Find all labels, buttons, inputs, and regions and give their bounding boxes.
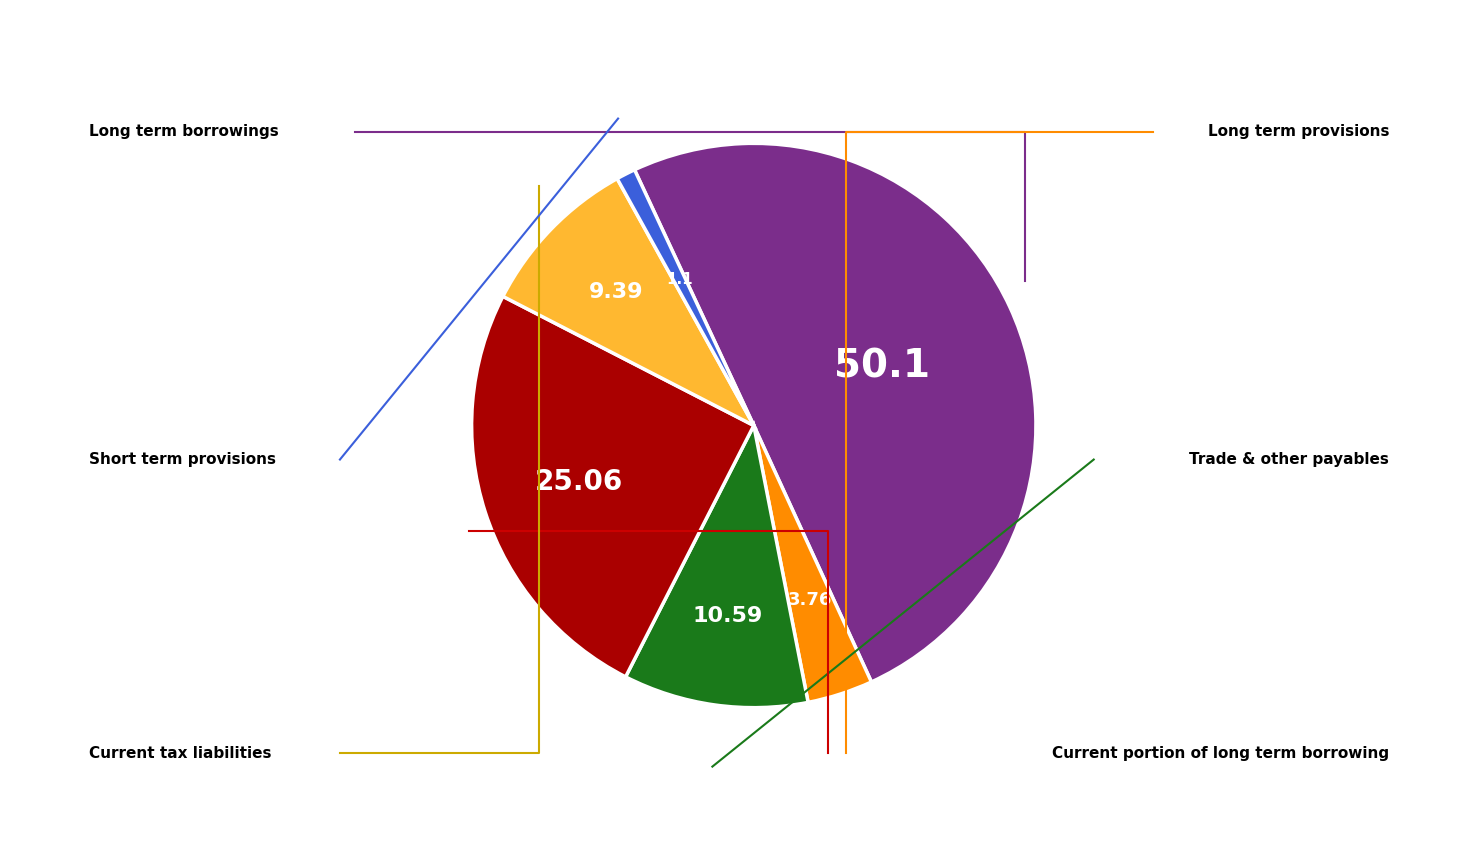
Wedge shape xyxy=(634,143,1036,682)
Text: 25.06: 25.06 xyxy=(535,468,624,496)
Text: 1.1: 1.1 xyxy=(667,272,693,287)
Text: Current tax liabilities: Current tax liabilities xyxy=(89,745,270,761)
Text: 3.76: 3.76 xyxy=(788,591,832,609)
Text: Current portion of long term borrowing: Current portion of long term borrowing xyxy=(1052,745,1389,761)
Text: 9.39: 9.39 xyxy=(588,282,643,302)
Wedge shape xyxy=(625,426,808,708)
Wedge shape xyxy=(503,179,754,426)
Text: 10.59: 10.59 xyxy=(692,606,763,625)
Text: Short term provisions: Short term provisions xyxy=(89,452,276,467)
Text: Long term borrowings: Long term borrowings xyxy=(89,124,278,140)
Wedge shape xyxy=(471,296,754,677)
Text: Long term provisions: Long term provisions xyxy=(1208,124,1389,140)
Wedge shape xyxy=(618,169,754,426)
Text: Trade & other payables: Trade & other payables xyxy=(1190,452,1389,467)
Text: 50.1: 50.1 xyxy=(834,347,930,386)
Wedge shape xyxy=(754,426,872,702)
